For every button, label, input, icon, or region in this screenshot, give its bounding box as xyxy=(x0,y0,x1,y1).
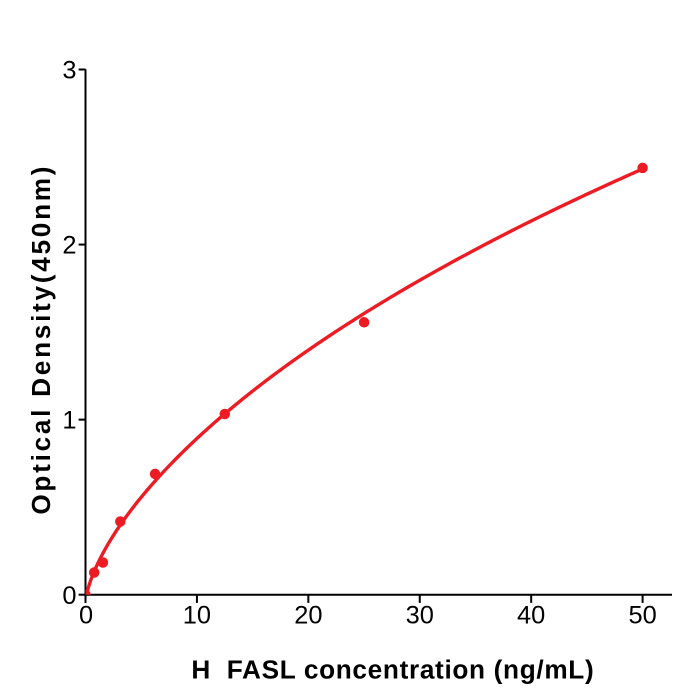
svg-text:20: 20 xyxy=(294,602,322,630)
svg-text:Optical Density(450nm): Optical Density(450nm) xyxy=(26,164,56,515)
svg-text:0: 0 xyxy=(62,582,76,610)
svg-text:10: 10 xyxy=(183,602,211,630)
svg-text:H FASL concentration (ng/mL): H FASL concentration (ng/mL) xyxy=(191,655,594,685)
svg-text:0: 0 xyxy=(79,602,93,630)
svg-text:1: 1 xyxy=(62,407,76,435)
svg-text:50: 50 xyxy=(628,602,656,630)
svg-text:30: 30 xyxy=(406,602,434,630)
svg-text:2: 2 xyxy=(62,232,76,260)
svg-text:40: 40 xyxy=(517,602,545,630)
svg-text:3: 3 xyxy=(62,57,76,85)
